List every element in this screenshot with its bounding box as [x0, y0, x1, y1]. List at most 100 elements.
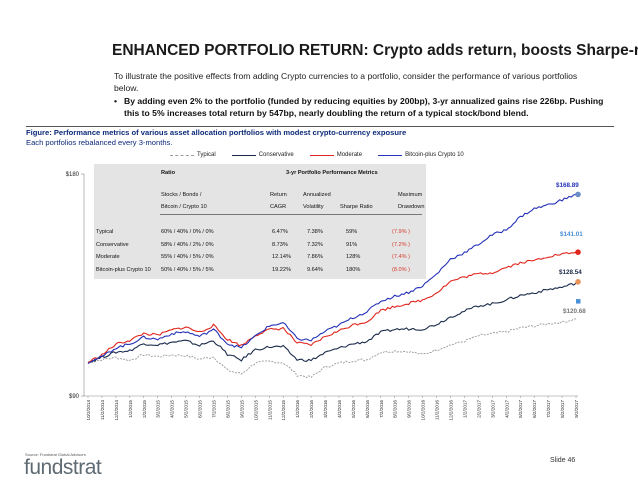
- legend-item-moderate: Moderate: [309, 152, 363, 158]
- series-crypto: [87, 191, 581, 364]
- end-marker: [575, 249, 581, 255]
- axis-layer: $180 $90 10/2/2014 11/2/2014 12/2/2014 1/2/20…: [66, 172, 579, 420]
- legend-label: Moderate: [336, 152, 363, 158]
- table-title-metrics: 3-yr Portfolio Performance Metrics: [286, 170, 378, 176]
- table-row-sharpe: 180%: [346, 266, 361, 273]
- x-tick-label: 5/2/2016: [351, 400, 356, 418]
- table-header-2: Sharpe Ratio: [340, 204, 373, 210]
- legend-label: Conservative: [258, 152, 294, 158]
- table-row-name: Typical: [96, 229, 114, 235]
- legend-item-conservative: Conservative: [231, 152, 294, 158]
- table-row-mix: 58% / 40% / 2% / 0%: [161, 241, 214, 248]
- legend-swatch: [309, 154, 334, 156]
- series-layer: [87, 191, 581, 379]
- x-tick-label: 2/2/2015: [142, 400, 147, 418]
- table-row-mix: 55% / 40% / 5% / 0%: [161, 254, 214, 260]
- table-header-2: CAGR: [270, 204, 287, 210]
- x-tick-label: 12/2/2014: [114, 400, 119, 421]
- source-note: Source: Fundstrat Global Advisors: [25, 452, 86, 457]
- x-tick-label: 10/2/2014: [86, 400, 91, 421]
- table-row-cagr: 19.22%: [272, 266, 291, 273]
- legend-item-crypto: Bitcoin-plus Crypto 10: [378, 152, 464, 158]
- table-row-mix: 60% / 40% / 0% / 0%: [161, 229, 214, 235]
- table-row-name: Moderate: [96, 254, 120, 260]
- x-tick-label: 6/2/2017: [532, 400, 537, 418]
- table-row-cagr: 8.73%: [272, 241, 288, 248]
- x-tick-label: 10/2/2015: [253, 400, 258, 421]
- end-label-conservative: $128.54: [559, 268, 582, 276]
- x-tick-label: 12/2/2015: [281, 400, 286, 421]
- table-row-drawdown: (7.2% ): [392, 241, 411, 248]
- bullet-marker: •: [114, 96, 118, 106]
- series-moderate: [87, 249, 581, 363]
- figure-caption: Figure: Performance metrics of various a…: [26, 128, 407, 137]
- x-tick-label: 11/2/2016: [435, 400, 440, 421]
- x-tick-label: 4/2/2017: [504, 400, 509, 418]
- table-row-name: Bitcoin-plus Crypto 10: [96, 266, 151, 273]
- x-tick-label: 3/2/2016: [323, 400, 328, 418]
- table-row-cagr: 12.14%: [272, 254, 291, 260]
- legend-label: Bitcoin-plus Crypto 10: [405, 152, 464, 158]
- table-row-drawdown: (7.4% ): [392, 254, 411, 260]
- x-tick-label: 10/2/2016: [421, 400, 426, 421]
- x-tick-label: 6/2/2015: [198, 400, 203, 418]
- table-title-ratio: Ratio: [161, 170, 175, 176]
- x-tick-label: 9/2/2017: [574, 400, 579, 418]
- table-row-sharpe: 91%: [346, 241, 358, 248]
- bullet-point: • By adding even 2% to the portfolio (fu…: [114, 96, 614, 119]
- series-conservative: [87, 279, 581, 364]
- end-label-typical: $120.68: [563, 308, 586, 316]
- table-row-sharpe: 59%: [346, 229, 358, 235]
- x-tick-label: 8/2/2016: [393, 400, 398, 418]
- table-row-volatility: 7.32%: [307, 241, 323, 248]
- slide-title: ENHANCED PORTFOLIO RETURN: Crypto adds r…: [112, 42, 638, 59]
- x-tick-label: 7/2/2017: [546, 400, 551, 418]
- series-line: [87, 318, 577, 379]
- table-header-1: Stocks / Bonds /: [161, 192, 202, 198]
- performance-metrics-table: Ratio 3-yr Portfolio Performance Metrics S…: [94, 164, 426, 279]
- table-row-mix: 50% / 40% / 5% / 5%: [161, 266, 214, 273]
- table-header-rule: [160, 214, 422, 215]
- end-marker: [575, 191, 581, 198]
- table-header-2: Drawdown: [398, 204, 425, 210]
- x-tick-label: 1/2/2017: [462, 400, 467, 418]
- x-tick-label: 2/2/2016: [309, 400, 314, 418]
- table-row-sharpe: 128%: [346, 254, 361, 260]
- table-header-2: Bitcoin / Crypto 10: [161, 204, 207, 210]
- end-label-moderate: $141.01: [560, 231, 583, 239]
- end-label-crypto: $168.89: [556, 182, 579, 190]
- legend-swatch: [231, 154, 256, 156]
- x-tick-label: 11/2/2015: [267, 400, 272, 421]
- table-row-drawdown: (8.0% ): [392, 266, 411, 273]
- x-tick-label: 8/2/2015: [225, 400, 230, 418]
- x-tick-label: 3/2/2015: [156, 400, 161, 418]
- chart-legend: Typical Conservative Moderate Bitcoin-plus …: [170, 150, 464, 160]
- x-tick-label: 9/2/2015: [239, 400, 244, 418]
- y-tick-label: $180: [66, 172, 80, 178]
- x-tick-label: 1/2/2015: [128, 400, 133, 418]
- x-tick-label: 2/2/2017: [476, 400, 481, 418]
- x-tick-label: 8/2/2017: [560, 400, 565, 418]
- series-typical: [87, 299, 581, 379]
- series-line: [87, 193, 577, 364]
- table-row-drawdown: (7.9% ): [392, 229, 411, 235]
- divider: [26, 126, 614, 127]
- table-header-1: Return: [270, 192, 287, 198]
- table-row-volatility: 9.64%: [307, 266, 323, 273]
- table-header-2: Volatility: [303, 204, 324, 210]
- x-tick-label: 3/2/2017: [490, 400, 495, 418]
- legend-label: Typical: [197, 152, 216, 158]
- table-row-name: Conservative: [96, 241, 129, 248]
- fundstrat-logo: fundstrat: [24, 456, 102, 479]
- x-tick-label: 9/2/2016: [407, 400, 412, 418]
- table-row-volatility: 7.38%: [307, 229, 323, 235]
- series-line: [87, 282, 577, 364]
- table-header-1: Annualized: [303, 192, 331, 198]
- legend-item-typical: Typical: [170, 152, 216, 158]
- y-tick-label: $90: [69, 394, 80, 400]
- x-tick-label: 4/2/2016: [337, 400, 342, 418]
- x-tick-label: 7/2/2016: [379, 400, 384, 418]
- series-line: [87, 251, 577, 363]
- x-tick-label: 5/2/2015: [184, 400, 189, 418]
